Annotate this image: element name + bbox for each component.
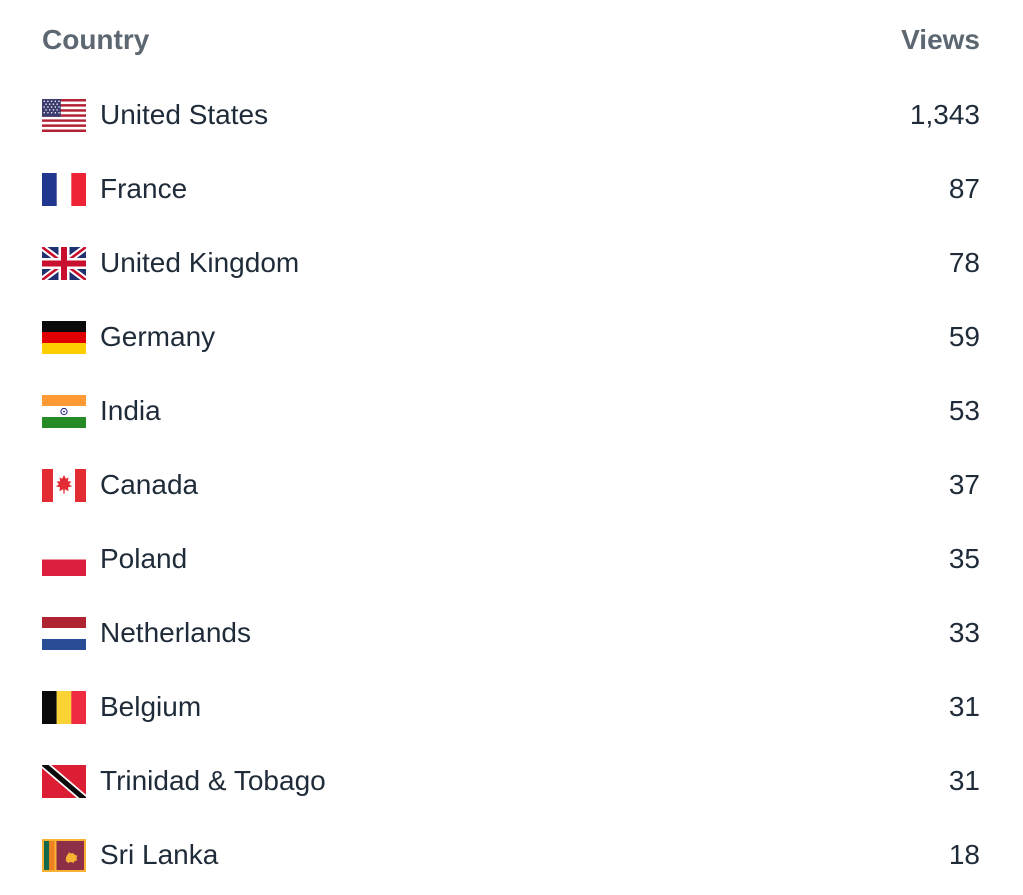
us-flag-icon — [42, 98, 86, 132]
pl-flag-icon — [42, 542, 86, 576]
country-name: India — [100, 395, 161, 426]
views-column-header: Views — [901, 24, 980, 55]
table-row: Canada 37 — [42, 448, 980, 522]
views-count: 37 — [948, 469, 980, 500]
views-count: 31 — [948, 765, 980, 796]
country-name: Canada — [100, 469, 199, 500]
table-row: United States 1,343 — [42, 78, 980, 152]
lk-flag-icon — [42, 838, 86, 872]
country-column-header: Country — [42, 24, 150, 55]
country-name: United States — [100, 99, 269, 130]
table-row: Germany 59 — [42, 300, 980, 374]
nl-flag-icon — [42, 616, 86, 650]
country-name: United Kingdom — [100, 247, 300, 278]
table-row: United Kingdom 78 — [42, 226, 980, 300]
country-name: Belgium — [100, 691, 202, 722]
table-row: Belgium 31 — [42, 670, 980, 744]
be-flag-icon — [42, 690, 86, 724]
views-count: 33 — [948, 617, 980, 648]
views-count: 78 — [948, 247, 980, 278]
country-name: Trinidad & Tobago — [100, 765, 326, 796]
country-name: Germany — [100, 321, 216, 352]
table-row: Netherlands 33 — [42, 596, 980, 670]
views-count: 59 — [948, 321, 980, 352]
country-name: France — [100, 173, 188, 204]
de-flag-icon — [42, 320, 86, 354]
in-flag-icon — [42, 394, 86, 428]
country-name: Netherlands — [100, 617, 251, 648]
views-count: 31 — [948, 691, 980, 722]
views-count: 87 — [948, 173, 980, 204]
table-row: India 53 — [42, 374, 980, 448]
fr-flag-icon — [42, 172, 86, 206]
views-count: 35 — [948, 543, 980, 574]
table-row: France 87 — [42, 152, 980, 226]
country-name: Sri Lanka — [100, 839, 219, 870]
views-count: 18 — [948, 839, 980, 870]
country-name: Poland — [100, 543, 188, 574]
table-header-row: Country Views — [42, 2, 980, 78]
table-row: Poland 35 — [42, 522, 980, 596]
views-count: 1,343 — [909, 99, 980, 130]
table-row: Trinidad & Tobago 31 — [42, 744, 980, 818]
views-count: 53 — [948, 395, 980, 426]
gb-flag-icon — [42, 246, 86, 280]
table-row: Sri Lanka 18 — [42, 818, 980, 892]
table-body: United States 1,343 France 87 United Kin… — [42, 78, 980, 892]
ca-flag-icon — [42, 468, 86, 502]
tt-flag-icon — [42, 764, 86, 798]
